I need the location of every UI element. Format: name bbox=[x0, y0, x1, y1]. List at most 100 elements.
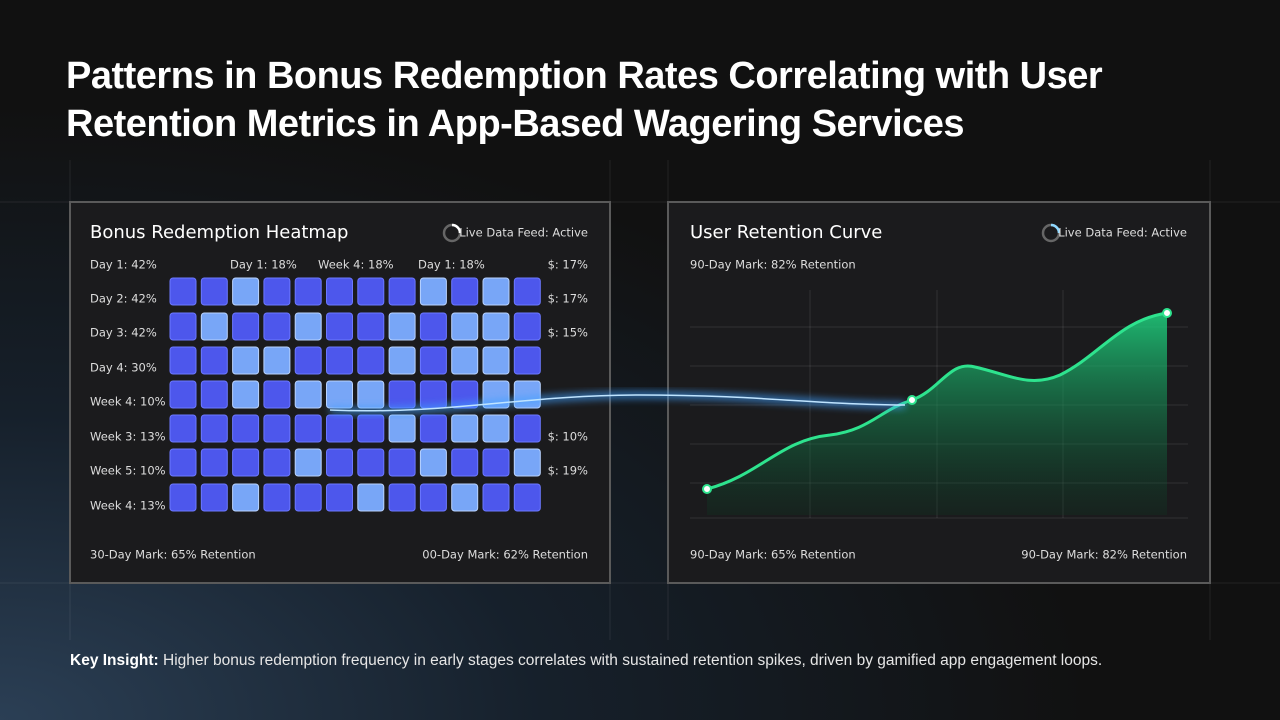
connector-line bbox=[329, 394, 906, 412]
heatmap-cell bbox=[200, 414, 228, 443]
heatmap-cell bbox=[513, 414, 541, 443]
heatmap-cell bbox=[357, 448, 385, 477]
heatmap-cell bbox=[232, 277, 260, 306]
heatmap-cell bbox=[451, 414, 479, 443]
heatmap-grid bbox=[169, 277, 541, 512]
heatmap-cell bbox=[482, 312, 510, 341]
heatmap-cell bbox=[513, 346, 541, 375]
heatmap-cell bbox=[326, 277, 353, 306]
heatmap-cell bbox=[232, 448, 260, 477]
heatmap-cell bbox=[294, 448, 322, 477]
heatmap-cell bbox=[200, 312, 228, 341]
column-label: Week 4: 18% bbox=[318, 258, 394, 272]
heatmap-cell bbox=[451, 448, 479, 477]
heatmap-cell bbox=[326, 448, 353, 477]
heatmap-cell bbox=[326, 312, 353, 341]
heatmap-cell bbox=[357, 277, 385, 306]
heatmap-cell bbox=[294, 346, 322, 375]
heatmap-cell bbox=[232, 483, 260, 512]
side-label: $: 17% bbox=[548, 258, 588, 272]
heatmap-cell bbox=[357, 380, 385, 409]
heatmap-cell bbox=[169, 277, 197, 306]
heatmap-cell bbox=[513, 277, 541, 306]
heatmap-cell bbox=[200, 346, 228, 375]
heatmap-cell bbox=[357, 312, 385, 341]
heatmap-cell bbox=[263, 277, 291, 306]
heatmap-cell bbox=[169, 380, 197, 409]
curve-point bbox=[1162, 308, 1172, 318]
heatmap-cell bbox=[388, 448, 416, 477]
heatmap-labels: Day 1: 42% Day 2: 42% Day 3: 42% Day 4: 30%… bbox=[90, 258, 588, 513]
top-note: 90-Day Mark: 82% Retention bbox=[690, 258, 856, 272]
heatmap-cell bbox=[169, 312, 197, 341]
heatmap-cell bbox=[388, 414, 416, 443]
heatmap-cell bbox=[200, 380, 228, 409]
heatmap-cell bbox=[513, 312, 541, 341]
row-label: Day 4: 30% bbox=[90, 361, 157, 375]
row-label: Week 4: 13% bbox=[90, 499, 166, 513]
heatmap-cell bbox=[357, 414, 385, 443]
heatmap-cell bbox=[482, 448, 510, 477]
side-label: $: 17% bbox=[548, 292, 588, 306]
row-label: Week 3: 13% bbox=[90, 430, 166, 444]
heatmap-cell bbox=[263, 312, 291, 341]
heatmap-cell bbox=[263, 448, 291, 477]
heatmap-cell bbox=[513, 448, 541, 477]
heatmap-cell bbox=[326, 483, 353, 512]
heatmap-cell bbox=[294, 380, 322, 409]
heatmap-cell bbox=[232, 312, 260, 341]
insight-text: Higher bonus redemption frequency in ear… bbox=[163, 652, 1103, 669]
heatmap-cell bbox=[294, 277, 322, 306]
heatmap-cell bbox=[169, 346, 197, 375]
heatmap-cell bbox=[451, 483, 479, 512]
footer-note: 90-Day Mark: 82% Retention bbox=[1021, 548, 1187, 562]
heatmap-cell bbox=[513, 483, 541, 512]
retention-curve bbox=[706, 311, 1168, 491]
heatmap-cell bbox=[388, 277, 416, 306]
row-label: Week 4: 10% bbox=[90, 395, 166, 409]
heatmap-cell bbox=[419, 380, 447, 409]
row-label: Day 1: 42% bbox=[90, 258, 157, 272]
row-label: Week 5: 10% bbox=[90, 464, 166, 478]
heatmap-cell bbox=[263, 483, 291, 512]
side-label: $: 15% bbox=[548, 326, 588, 340]
heatmap-cell bbox=[200, 277, 228, 306]
heatmap-cell bbox=[451, 346, 479, 375]
curve-point bbox=[907, 395, 917, 405]
heatmap-cell bbox=[294, 483, 322, 512]
footer-note: 90-Day Mark: 65% Retention bbox=[690, 548, 856, 562]
heatmap-cell bbox=[419, 483, 447, 512]
column-label: Day 1: 18% bbox=[418, 258, 485, 272]
heatmap-cell bbox=[169, 483, 197, 512]
panel-title: Bonus Redemption Heatmap bbox=[90, 222, 348, 243]
heatmap-cell bbox=[388, 346, 416, 375]
column-label: Day 1: 18% bbox=[230, 258, 297, 272]
heatmap-cell bbox=[232, 346, 260, 375]
side-label: $: 10% bbox=[548, 430, 588, 444]
heatmap-cell bbox=[419, 312, 447, 341]
insight-label: Key Insight: bbox=[70, 652, 159, 669]
heatmap-cell bbox=[232, 380, 260, 409]
heatmap-cell bbox=[451, 277, 479, 306]
heatmap-cell bbox=[482, 277, 510, 306]
status-text: Live Data Feed: Active bbox=[459, 226, 588, 240]
heatmap-cell bbox=[419, 277, 447, 306]
heatmap-cell bbox=[419, 346, 447, 375]
heatmap-cell bbox=[200, 483, 228, 512]
heatmap-cell bbox=[357, 483, 385, 512]
heatmap-cell bbox=[357, 346, 385, 375]
heatmap-cell bbox=[451, 312, 479, 341]
status-icon bbox=[1050, 223, 1061, 234]
heatmap-cell bbox=[482, 346, 510, 375]
heatmap-cell bbox=[294, 414, 322, 443]
heatmap-cell bbox=[169, 448, 197, 477]
heatmap-cell bbox=[232, 414, 260, 443]
heatmap-cell bbox=[326, 346, 353, 375]
heatmap-cell bbox=[326, 414, 353, 443]
side-label: $: 19% bbox=[548, 464, 588, 478]
heatmap-cell bbox=[326, 380, 353, 409]
footer-note: 30-Day Mark: 65% Retention bbox=[90, 548, 256, 562]
panel-title: User Retention Curve bbox=[690, 222, 882, 243]
